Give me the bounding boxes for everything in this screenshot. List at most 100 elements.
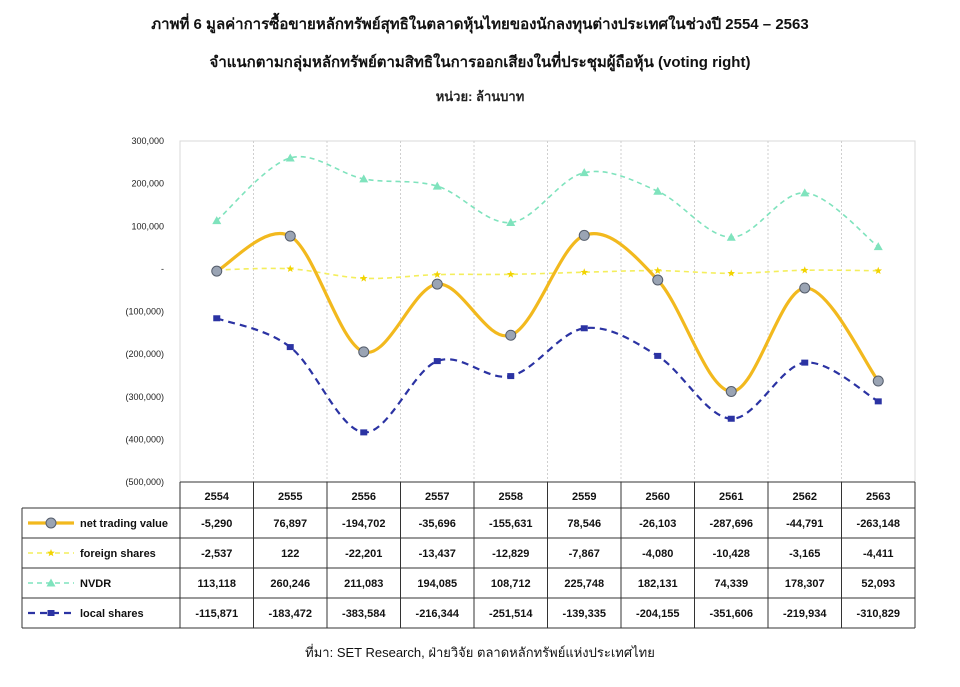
legend-label-foreign-shares: foreign shares	[80, 548, 156, 560]
legend-label-net-trading-value: net trading value	[80, 518, 168, 530]
data-point-local-shares	[433, 358, 441, 365]
data-label-net-trading-value: -287,696	[710, 518, 753, 530]
data-label-local-shares: -310,829	[857, 608, 900, 620]
x-tick-label: 2558	[499, 491, 523, 503]
data-label-net-trading-value: 78,546	[567, 518, 601, 530]
data-point-local-shares	[286, 344, 294, 351]
data-label-net-trading-value: -263,148	[857, 518, 900, 530]
x-tick-label: 2557	[425, 491, 449, 503]
data-label-nvdr: 113,118	[197, 578, 236, 590]
data-label-net-trading-value: -155,631	[489, 518, 532, 530]
x-tick-label: 2562	[793, 491, 817, 503]
data-point-nvdr	[432, 181, 442, 190]
data-label-net-trading-value: -44,791	[786, 518, 823, 530]
x-tick-label: 2556	[352, 491, 376, 503]
x-tick-label: 2561	[719, 491, 743, 503]
data-point-local-shares	[213, 315, 221, 322]
legend-marker-nvdr	[46, 578, 56, 587]
data-point-nvdr	[285, 153, 295, 162]
legend-label-nvdr: NVDR	[80, 578, 111, 590]
data-point-foreign-shares	[580, 268, 589, 276]
data-point-local-shares	[654, 352, 662, 359]
data-point-local-shares	[801, 359, 809, 366]
data-point-foreign-shares	[286, 264, 295, 273]
legend-marker-foreign-shares	[47, 549, 55, 557]
data-label-foreign-shares: -4,411	[863, 548, 894, 560]
series-line-foreign-shares	[216, 267, 879, 280]
x-tick-label: 2559	[572, 491, 596, 503]
data-point-foreign-shares	[727, 269, 736, 277]
data-label-nvdr: 211,083	[344, 578, 383, 590]
legend-label-local-shares: local shares	[80, 608, 144, 620]
data-label-nvdr: 178,307	[785, 578, 825, 590]
x-tick-label: 2560	[646, 491, 670, 503]
y-tick-label: 200,000	[131, 179, 164, 189]
data-point-foreign-shares	[874, 266, 883, 274]
data-point-nvdr	[579, 168, 589, 177]
data-label-nvdr: 108,712	[491, 578, 531, 590]
data-point-net-trading-value	[725, 386, 737, 398]
data-label-nvdr: 74,339	[714, 578, 748, 590]
data-point-foreign-shares	[433, 270, 442, 278]
y-tick-label: (100,000)	[125, 307, 164, 317]
data-label-nvdr: 52,093	[861, 578, 895, 590]
data-label-foreign-shares: -3,165	[789, 548, 820, 560]
unit-label: หน่วย: ล้านบาท	[435, 89, 525, 104]
data-label-local-shares: -383,584	[342, 608, 386, 620]
data-label-local-shares: -219,934	[783, 608, 827, 620]
series-line-nvdr	[216, 155, 879, 248]
data-label-foreign-shares: -4,080	[642, 548, 673, 560]
chart-subtitle: จำแนกตามกลุ่มหลักทรัพย์ตามสิทธิในการออกเ…	[209, 54, 751, 71]
data-label-local-shares: -204,155	[636, 608, 679, 620]
data-point-local-shares	[360, 429, 368, 436]
data-point-net-trading-value	[578, 229, 590, 241]
data-point-nvdr	[873, 242, 883, 251]
chart-title: ภาพที่ 6 มูลค่าการซื้อขายหลักทรัพย์สุทธิ…	[151, 16, 809, 33]
series-line-net-trading-value	[215, 232, 880, 394]
data-point-foreign-shares	[506, 270, 515, 278]
data-label-net-trading-value: -26,103	[639, 518, 676, 530]
data-label-foreign-shares: -10,428	[713, 548, 750, 560]
x-tick-label: 2555	[278, 491, 302, 503]
x-tick-label: 2554	[205, 491, 230, 503]
data-point-net-trading-value	[358, 346, 370, 358]
data-point-nvdr	[212, 216, 222, 225]
y-tick-label: 100,000	[131, 221, 164, 231]
data-label-local-shares: -183,472	[269, 608, 312, 620]
series-line-local-shares	[216, 317, 879, 434]
data-point-foreign-shares	[653, 266, 662, 274]
y-tick-label: -	[161, 264, 164, 274]
y-tick-label: (200,000)	[125, 349, 164, 359]
data-label-nvdr: 182,131	[638, 578, 678, 590]
data-point-nvdr	[506, 218, 516, 227]
data-label-foreign-shares: -12,829	[492, 548, 529, 560]
x-tick-label: 2563	[866, 491, 890, 503]
data-point-local-shares	[580, 325, 588, 332]
y-tick-label: (500,000)	[125, 477, 164, 487]
data-label-foreign-shares: -13,437	[419, 548, 456, 560]
data-label-local-shares: -139,335	[563, 608, 606, 620]
data-point-local-shares	[507, 373, 515, 380]
data-label-local-shares: -251,514	[489, 608, 533, 620]
data-point-nvdr	[359, 174, 369, 183]
source-note: ที่มา: SET Research, ฝ่ายวิจัย ตลาดหลักท…	[305, 645, 655, 660]
y-tick-label: (400,000)	[125, 434, 164, 444]
data-point-net-trading-value	[799, 282, 811, 294]
data-point-nvdr	[800, 188, 810, 197]
legend-marker-net-trading-value	[45, 517, 57, 529]
y-tick-label: 300,000	[131, 136, 164, 146]
data-point-nvdr	[726, 232, 736, 241]
data-label-foreign-shares: -2,537	[201, 548, 232, 560]
data-label-net-trading-value: -35,696	[419, 518, 456, 530]
data-point-foreign-shares	[800, 266, 809, 274]
data-point-foreign-shares	[359, 274, 368, 282]
data-label-local-shares: -216,344	[416, 608, 460, 620]
data-point-nvdr	[653, 186, 663, 195]
data-label-net-trading-value: 76,897	[273, 518, 307, 530]
data-point-net-trading-value	[652, 274, 664, 286]
data-point-net-trading-value	[431, 278, 443, 290]
data-label-nvdr: 260,246	[270, 578, 310, 590]
data-label-foreign-shares: -7,867	[569, 548, 600, 560]
legend-marker-local-shares	[47, 610, 55, 616]
